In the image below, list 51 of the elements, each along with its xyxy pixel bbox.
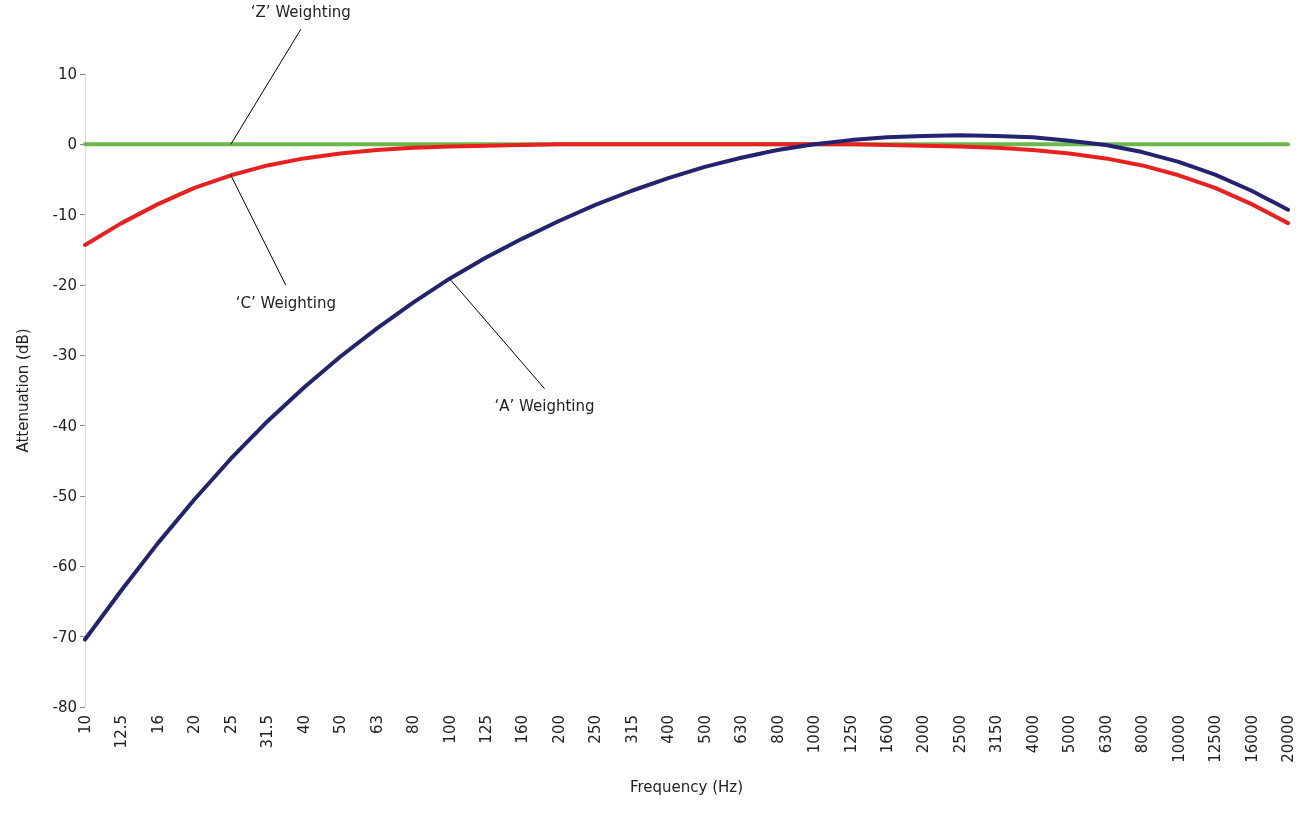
line-series bbox=[83, 133, 1290, 642]
x-tick-label: 10 bbox=[76, 715, 94, 735]
x-tick-label: 20 bbox=[185, 715, 204, 735]
y-tick-label: -70 bbox=[52, 627, 77, 646]
x-tick-label: 100 bbox=[440, 715, 459, 744]
x-tick-label: 500 bbox=[695, 715, 714, 744]
x-tick-label: 10000 bbox=[1169, 715, 1188, 763]
x-tick-label: 630 bbox=[732, 715, 751, 744]
x-tick-label: 6300 bbox=[1096, 715, 1115, 754]
x-tick-label: 200 bbox=[549, 715, 568, 744]
y-tick-label: -40 bbox=[52, 416, 77, 435]
x-tick-label: 2500 bbox=[950, 715, 969, 754]
x-tick-label: 1000 bbox=[805, 715, 824, 754]
x-tick-label: 12.5 bbox=[112, 715, 131, 749]
x-tick-label: 80 bbox=[404, 715, 423, 735]
x-tick-label: 160 bbox=[513, 715, 532, 744]
x-tick-label: 20000 bbox=[1279, 715, 1297, 763]
x-tick-label: 5000 bbox=[1060, 715, 1079, 754]
x-tick-label: 31.5 bbox=[258, 715, 277, 749]
x-tick-label: 16000 bbox=[1242, 715, 1261, 763]
x-tick-label: 8000 bbox=[1133, 715, 1152, 754]
x-tick-label: 25 bbox=[221, 715, 240, 735]
x-tick-label: 63 bbox=[367, 715, 386, 735]
y-tick-label: -60 bbox=[52, 557, 77, 576]
y-tick-label: 0 bbox=[67, 135, 77, 154]
x-tick-label: 1250 bbox=[841, 715, 860, 754]
x-tick-label: 40 bbox=[294, 715, 313, 735]
y-tick-label: -10 bbox=[52, 205, 77, 224]
annotation: ‘A’ Weighting bbox=[494, 397, 595, 416]
x-tick-label: 800 bbox=[768, 715, 787, 744]
x-axis-title: Frequency (Hz) bbox=[629, 777, 744, 796]
x-tick-label: 3150 bbox=[987, 715, 1006, 754]
x-tick-label: 125 bbox=[477, 715, 495, 744]
x-tick-label: 2000 bbox=[914, 715, 933, 754]
x-tick-label: 315 bbox=[622, 715, 641, 744]
x-tick-label: 12500 bbox=[1206, 715, 1225, 763]
y-tick-label: -30 bbox=[52, 346, 77, 365]
x-tick-label: 50 bbox=[331, 715, 350, 735]
x-tick-label: 16 bbox=[148, 715, 167, 735]
x-tick-label: 1600 bbox=[878, 715, 896, 754]
y-tick-label: 10 bbox=[57, 65, 77, 83]
annotation: ‘Z’ Weighting bbox=[250, 2, 351, 21]
y-tick-label: -80 bbox=[52, 698, 77, 716]
line-series bbox=[83, 142, 1290, 247]
y-tick-label: -20 bbox=[52, 276, 77, 294]
x-tick-label: 4000 bbox=[1023, 715, 1042, 754]
y-tick-label: -50 bbox=[52, 487, 77, 505]
x-tick-label: 400 bbox=[659, 715, 678, 744]
x-tick-label: 250 bbox=[586, 715, 605, 744]
y-axis-title: Attenuation (dB) bbox=[13, 328, 32, 453]
annotation: ‘C’ Weighting bbox=[235, 293, 336, 312]
